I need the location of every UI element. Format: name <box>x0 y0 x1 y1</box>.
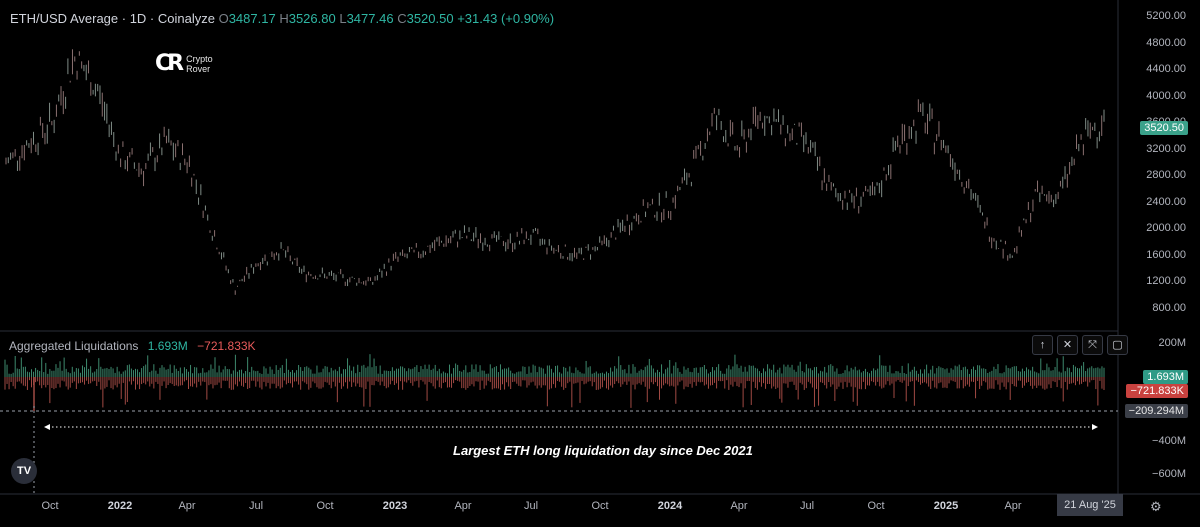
price-tick-label: 4400.00 <box>1146 63 1186 76</box>
low-value: 3477.46 <box>346 11 394 26</box>
short-liq-value: −721.833K <box>197 339 256 353</box>
price-tick-label: 4800.00 <box>1146 36 1186 49</box>
logo-line-1: Crypto <box>186 54 213 64</box>
symbol-title: ETH/USD Average · 1D · Coinalyze <box>10 11 215 26</box>
price-tick-label: 1600.00 <box>1146 248 1186 261</box>
price-tick-label: 1200.00 <box>1146 275 1186 288</box>
ohlc-readout: O3487.17 H3526.80 L3477.46 C3520.50 <box>219 11 458 26</box>
crypto-rover-wordmark: Crypto Rover <box>186 54 213 74</box>
time-tick-label: 2022 <box>107 500 133 512</box>
collapse-icon[interactable]: ⤧ <box>1082 335 1103 355</box>
close-label: C <box>397 11 407 26</box>
liquidations-title: Aggregated Liquidations <box>9 339 139 353</box>
tradingview-logo[interactable]: TV <box>11 458 37 484</box>
price-candles <box>5 49 1105 295</box>
cursor-date-label: 21 Aug '25 <box>1057 494 1123 516</box>
change-value: +31.43 (+0.90%) <box>457 11 555 26</box>
maximize-icon[interactable]: ▢ <box>1107 335 1128 355</box>
long-liq-value: 1.693M <box>147 339 188 353</box>
time-tick-label: 2023 <box>382 500 408 512</box>
short-liq-badge: −721.833K <box>1126 384 1188 398</box>
liquidations-header: Aggregated Liquidations 1.693M −721.833K <box>9 339 256 353</box>
liq-tick-label: −400M <box>1152 435 1186 448</box>
time-tick-label: 2025 <box>933 500 959 512</box>
price-tick-label: 2400.00 <box>1146 195 1186 208</box>
liq-tick-label: 200M <box>1158 337 1186 349</box>
last-price-badge: 3520.50 <box>1140 121 1188 135</box>
close-icon[interactable]: ✕ <box>1057 335 1078 355</box>
low-label: L <box>339 11 347 26</box>
crypto-rover-logo: CR Crypto Rover <box>155 53 213 75</box>
price-tick-label: 2800.00 <box>1146 169 1186 182</box>
time-tick-label: 2024 <box>657 500 683 512</box>
price-tick-label: 3200.00 <box>1146 142 1186 155</box>
time-tick-label: Oct <box>591 500 609 512</box>
time-tick-label: Apr <box>178 500 196 512</box>
crypto-rover-mark-icon: CR <box>155 51 184 76</box>
time-tick-label: Oct <box>41 500 59 512</box>
chart-header: ETH/USD Average · 1D · Coinalyze O3487.1… <box>10 11 554 26</box>
liq-tick-label: −600M <box>1152 468 1186 480</box>
move-up-icon[interactable]: ↑ <box>1032 335 1053 355</box>
open-value: 3487.17 <box>228 11 276 26</box>
liquidation-bars <box>4 354 1105 411</box>
time-tick-label: Apr <box>730 500 748 512</box>
price-tick-label: 5200.00 <box>1146 10 1186 22</box>
pane-toolbar: ↑ ✕ ⤧ ▢ <box>1032 335 1128 355</box>
time-tick-label: Oct <box>316 500 334 512</box>
open-label: O <box>218 11 229 26</box>
price-tick-label: 2000.00 <box>1146 222 1186 235</box>
time-tick-label: Apr <box>1004 500 1022 512</box>
annotation-text: Largest ETH long liquidation day since D… <box>453 443 753 458</box>
settings-gear-icon[interactable]: ⚙ <box>1150 499 1162 514</box>
close-value: 3520.50 <box>406 11 454 26</box>
time-tick-label: Jul <box>799 500 815 512</box>
level-badge: −209.294M <box>1124 404 1188 418</box>
time-tick-label: Apr <box>454 500 472 512</box>
long-liq-badge: 1.693M <box>1143 370 1188 384</box>
time-tick-label: Jul <box>523 500 539 512</box>
price-tick-label: 4000.00 <box>1146 89 1186 102</box>
time-tick-label: Jul <box>248 500 264 512</box>
logo-line-2: Rover <box>186 64 211 74</box>
time-tick-label: Oct <box>867 500 885 512</box>
high-value: 3526.80 <box>288 11 336 26</box>
price-tick-label: 800.00 <box>1152 302 1186 314</box>
annotation-arrow <box>44 424 1098 430</box>
high-label: H <box>279 11 289 26</box>
